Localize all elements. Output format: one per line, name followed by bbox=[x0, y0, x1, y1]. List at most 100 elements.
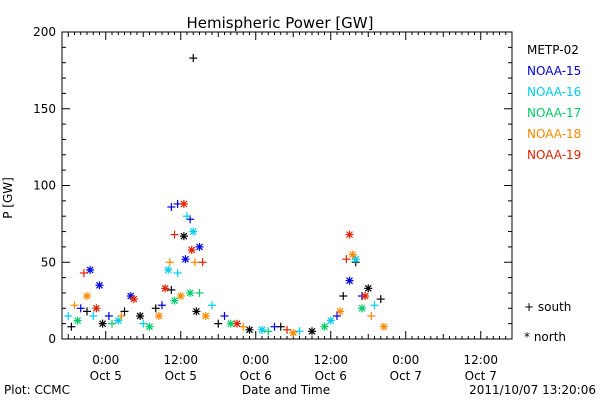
data-point-south bbox=[117, 311, 126, 320]
marker-legend-entry: * north bbox=[524, 330, 566, 344]
data-point-south bbox=[214, 319, 223, 328]
data-point-south bbox=[173, 268, 182, 277]
legend-entry: METP-02 bbox=[527, 43, 579, 57]
x-tick-label-time: 0:00 bbox=[242, 353, 269, 367]
data-point-north bbox=[345, 230, 354, 239]
data-point-north bbox=[201, 311, 210, 320]
data-point-south bbox=[79, 268, 88, 277]
plot-credit: Plot: CCMC bbox=[4, 383, 70, 397]
data-point-south bbox=[283, 325, 291, 334]
data-point-north bbox=[161, 284, 170, 293]
data-point-north bbox=[358, 304, 366, 313]
y-tick-label: 100 bbox=[33, 179, 56, 193]
data-point-south bbox=[270, 322, 279, 331]
x-tick-label-date: Oct 7 bbox=[390, 369, 422, 383]
x-axis-label: Date and Time bbox=[242, 383, 330, 397]
legend-entry: NOAA-17 bbox=[527, 106, 581, 120]
data-point-north bbox=[186, 288, 195, 297]
data-point-south bbox=[67, 322, 76, 331]
data-point-south bbox=[139, 319, 148, 328]
data-point-north bbox=[136, 311, 145, 320]
x-axis: 0:00 Oct 5 12:00 Oct 5 0:00 Oct 6 12:00 Oct 6 0:… bbox=[61, 32, 513, 383]
data-point-south bbox=[264, 327, 273, 336]
data-point-north bbox=[181, 255, 190, 264]
data-point-north bbox=[195, 242, 204, 251]
chart-title: Hemispheric Power [GW] bbox=[187, 14, 374, 32]
marker-legend-entry: + south bbox=[524, 300, 571, 314]
x-tick-label-time: 0:00 bbox=[92, 353, 119, 367]
legend-entry: NOAA-16 bbox=[527, 85, 581, 99]
data-point-south bbox=[198, 258, 207, 267]
data-point-south bbox=[295, 327, 304, 336]
y-tick-label: 50 bbox=[41, 255, 56, 269]
data-point-north bbox=[154, 311, 163, 320]
legend-entry: NOAA-18 bbox=[527, 127, 581, 141]
data-point-south bbox=[108, 319, 116, 328]
data-point-south bbox=[70, 301, 79, 310]
data-point-north bbox=[364, 284, 373, 293]
data-point-south bbox=[167, 202, 176, 211]
data-point-south bbox=[239, 322, 248, 331]
x-tick-label-time: 12:00 bbox=[313, 353, 348, 367]
y-tick-label: 0 bbox=[48, 332, 56, 346]
data-point-north bbox=[348, 250, 357, 259]
data-point-north bbox=[245, 325, 254, 334]
data-point-north bbox=[326, 316, 335, 325]
data-point-south bbox=[83, 307, 91, 316]
data-point-south bbox=[167, 285, 176, 294]
data-point-south bbox=[342, 255, 351, 264]
data-point-north bbox=[361, 292, 370, 301]
data-point-north bbox=[176, 292, 185, 301]
plot-frame bbox=[61, 31, 513, 340]
legend: METP-02 NOAA-15 NOAA-16 NOAA-17 NOAA-18 NOAA-… bbox=[527, 43, 581, 162]
x-tick-label-time: 0:00 bbox=[392, 353, 419, 367]
y-axis-label: P [GW] bbox=[1, 177, 15, 219]
data-point-south bbox=[151, 304, 160, 313]
data-points bbox=[64, 54, 388, 337]
data-point-north bbox=[192, 307, 201, 316]
x-tick-label-date: Oct 6 bbox=[315, 369, 347, 383]
x-tick-label-time: 12:00 bbox=[463, 353, 498, 367]
data-point-south bbox=[195, 288, 204, 297]
data-point-south bbox=[158, 301, 166, 310]
data-point-south bbox=[189, 54, 198, 63]
data-point-north bbox=[351, 255, 360, 264]
x-tick-label-date: Oct 6 bbox=[240, 369, 272, 383]
data-point-north bbox=[164, 265, 173, 274]
data-point-south bbox=[104, 311, 113, 320]
data-point-south bbox=[64, 311, 73, 320]
data-point-north bbox=[189, 227, 198, 236]
data-point-south bbox=[370, 301, 379, 310]
data-point-south bbox=[333, 311, 341, 320]
data-point-north bbox=[336, 307, 345, 316]
x-tick-label-time: 12:00 bbox=[163, 353, 198, 367]
timestamp: 2011/10/07 13:20:06 bbox=[469, 383, 596, 397]
data-point-south bbox=[170, 230, 179, 239]
data-point-north bbox=[379, 322, 388, 331]
data-point-north bbox=[179, 232, 188, 241]
x-tick-label-date: Oct 5 bbox=[90, 369, 122, 383]
data-point-south bbox=[120, 307, 129, 316]
data-point-north bbox=[179, 199, 188, 208]
data-point-north bbox=[308, 327, 316, 336]
data-point-south bbox=[339, 292, 348, 301]
data-point-north bbox=[73, 316, 82, 325]
legend-entry: NOAA-15 bbox=[527, 64, 581, 78]
data-point-north bbox=[320, 322, 329, 331]
data-point-north bbox=[145, 322, 154, 331]
x-tick-label-date: Oct 7 bbox=[465, 369, 497, 383]
data-point-north bbox=[98, 319, 107, 328]
data-point-south bbox=[76, 304, 85, 313]
data-point-north bbox=[114, 316, 123, 325]
data-point-north bbox=[129, 295, 138, 304]
data-point-north bbox=[187, 245, 196, 254]
data-point-south bbox=[376, 295, 385, 304]
data-point-north bbox=[92, 304, 101, 313]
data-point-south bbox=[190, 258, 199, 267]
data-point-north bbox=[83, 292, 91, 301]
data-point-north bbox=[258, 325, 266, 334]
data-point-north bbox=[289, 328, 298, 337]
x-tick-label-date: Oct 5 bbox=[165, 369, 197, 383]
data-point-north bbox=[95, 281, 104, 290]
